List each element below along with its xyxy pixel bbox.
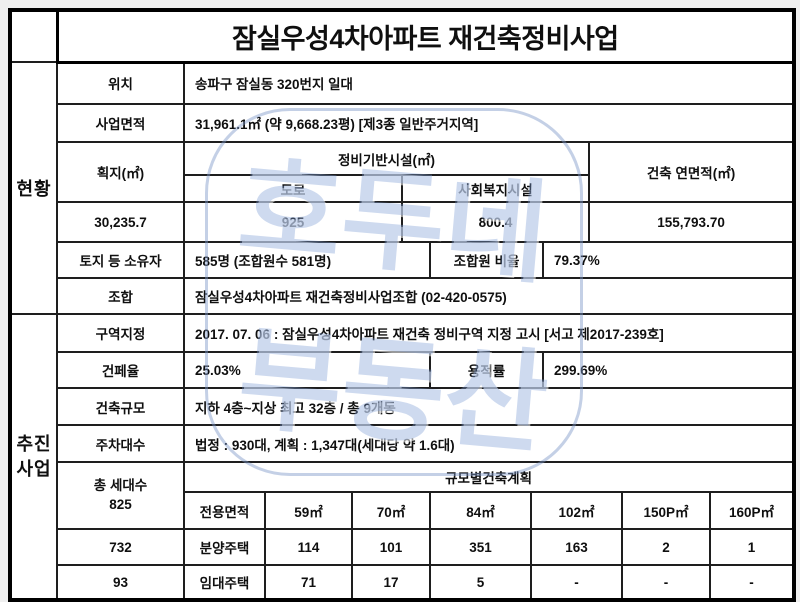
sale-70: 101 [351, 528, 431, 566]
rental-label: 임대주택 [183, 564, 266, 601]
area-label: 사업면적 [56, 103, 185, 143]
project-summary-table: 잠실우성4차아파트 재건축정비사업 현황 위치 송파구 잠실동 320번지 일대… [8, 8, 797, 602]
size-header-label: 전용면적 [183, 491, 266, 530]
location-label: 위치 [56, 61, 185, 105]
member-ratio-label: 조합원 비율 [429, 241, 544, 279]
scale-value: 지하 4층~지상 최고 32층 / 총 9개동 [182, 387, 796, 426]
title-row: 잠실우성4차아파트 재건축정비사업 [9, 8, 796, 64]
floor-area-header: 건축 연면적(㎡) [587, 141, 796, 203]
sale-150p: 2 [621, 528, 711, 566]
rental-total: 93 [56, 564, 185, 601]
size-160p: 160P㎡ [708, 491, 796, 530]
parcel-values-row: 30,235.7 925 800.4 155,793.70 [10, 201, 796, 243]
section-label-status: 현황 [9, 61, 58, 315]
scale-row: 건축규모 지하 4층~지상 최고 32층 / 총 9개동 [10, 387, 796, 426]
section-label-project-line1: 추진 [16, 434, 52, 455]
location-value: 송파구 잠실동 320번지 일대 [182, 61, 796, 105]
coverage-value: 25.03% [183, 351, 431, 389]
designation-value: 2017. 07. 06 : 잠실우성4차아파트 재건축 정비구역 지정 고시 … [182, 313, 796, 353]
welfare-header: 사회복지시설 [401, 174, 590, 203]
infra-header-row: 획지(㎡) 정비기반시설(㎡) 건축 연면적(㎡) [10, 141, 796, 203]
sale-102: 163 [530, 528, 623, 566]
parking-label: 주차대수 [56, 424, 185, 463]
area-value: 31,961.1㎡ (약 9,668.23평) [제3종 일반주거지역] [182, 103, 796, 143]
rental-150p: - [621, 564, 711, 601]
households-label: 총 세대수 [93, 478, 148, 494]
infra-header: 정비기반시설(㎡) [183, 141, 590, 176]
owners-label: 토지 등 소유자 [56, 241, 185, 279]
rental-84: 5 [429, 564, 532, 601]
member-ratio-value: 79.37% [541, 241, 796, 279]
far-value: 299.69% [541, 351, 796, 389]
far-label: 용적률 [429, 351, 544, 389]
size-102: 102㎡ [530, 491, 623, 530]
parking-value: 법정 : 930대, 계획 : 1,347대(세대당 약 1.6대) [182, 424, 796, 463]
size-59: 59㎡ [264, 491, 353, 530]
rental-102: - [530, 564, 623, 601]
road-header: 도로 [183, 174, 403, 203]
sale-59: 114 [264, 528, 353, 566]
size-70: 70㎡ [351, 491, 431, 530]
size-header-row: 전용면적 59㎡ 70㎡ 84㎡ 102㎡ 150P㎡ 160P㎡ [10, 491, 796, 530]
sale-total: 732 [56, 528, 185, 566]
rental-59: 71 [264, 564, 353, 601]
location-row: 현황 위치 송파구 잠실동 320번지 일대 [9, 61, 796, 315]
union-value: 잠실우성4차아파트 재건축정비사업조합 (02-420-0575) [182, 277, 796, 315]
project-summary-sheet: 잠실우성4차아파트 재건축정비사업 현황 위치 송파구 잠실동 320번지 일대… [8, 8, 797, 602]
designation-row: 추진 사업 구역지정 2017. 07. 06 : 잠실우성4차아파트 재건축 … [9, 313, 796, 601]
plan-header-row: 총 세대수 825 규모별건축계획 [10, 461, 796, 530]
floor-area-value: 155,793.70 [587, 201, 796, 243]
sale-160p: 1 [708, 528, 796, 566]
rental-units-row: 93 임대주택 71 17 5 - - - [10, 564, 796, 601]
section-label-project-line2: 사업 [16, 458, 52, 479]
scale-label: 건축규모 [56, 387, 185, 426]
page-title: 잠실우성4차아파트 재건축정비사업 [55, 8, 796, 64]
rental-70: 17 [351, 564, 431, 601]
corner-cell [9, 9, 58, 63]
size-150p: 150P㎡ [621, 491, 711, 530]
owners-value: 585명 (조합원수 581명) [183, 241, 431, 279]
section-label-project: 추진 사업 [9, 313, 58, 601]
sale-84: 351 [429, 528, 532, 566]
welfare-value: 800.4 [401, 201, 590, 243]
plan-header: 규모별건축계획 [182, 461, 796, 493]
size-84: 84㎡ [429, 491, 532, 530]
rental-160p: - [708, 564, 796, 601]
sale-label: 분양주택 [183, 528, 266, 566]
parcel-value: 30,235.7 [56, 201, 185, 243]
area-row: 사업면적 31,961.1㎡ (약 9,668.23평) [제3종 일반주거지역… [10, 103, 796, 143]
designation-label: 구역지정 [56, 313, 185, 353]
households-cell: 총 세대수 825 [56, 461, 185, 530]
road-value: 925 [183, 201, 403, 243]
coverage-row: 건페율 25.03% 용적률 299.69% [10, 351, 796, 389]
households-total: 825 [109, 496, 132, 512]
union-label: 조합 [56, 277, 185, 315]
sale-units-row: 732 분양주택 114 101 351 163 2 1 [10, 528, 796, 566]
parking-row: 주차대수 법정 : 930대, 계획 : 1,347대(세대당 약 1.6대) [10, 424, 796, 463]
coverage-label: 건페율 [56, 351, 185, 389]
owners-row: 토지 등 소유자 585명 (조합원수 581명) 조합원 비율 79.37% [10, 241, 796, 279]
parcel-label: 획지(㎡) [56, 141, 185, 203]
infra-subheader-row: 도로 사회복지시설 [10, 174, 794, 203]
union-row: 조합 잠실우성4차아파트 재건축정비사업조합 (02-420-0575) [10, 277, 796, 315]
